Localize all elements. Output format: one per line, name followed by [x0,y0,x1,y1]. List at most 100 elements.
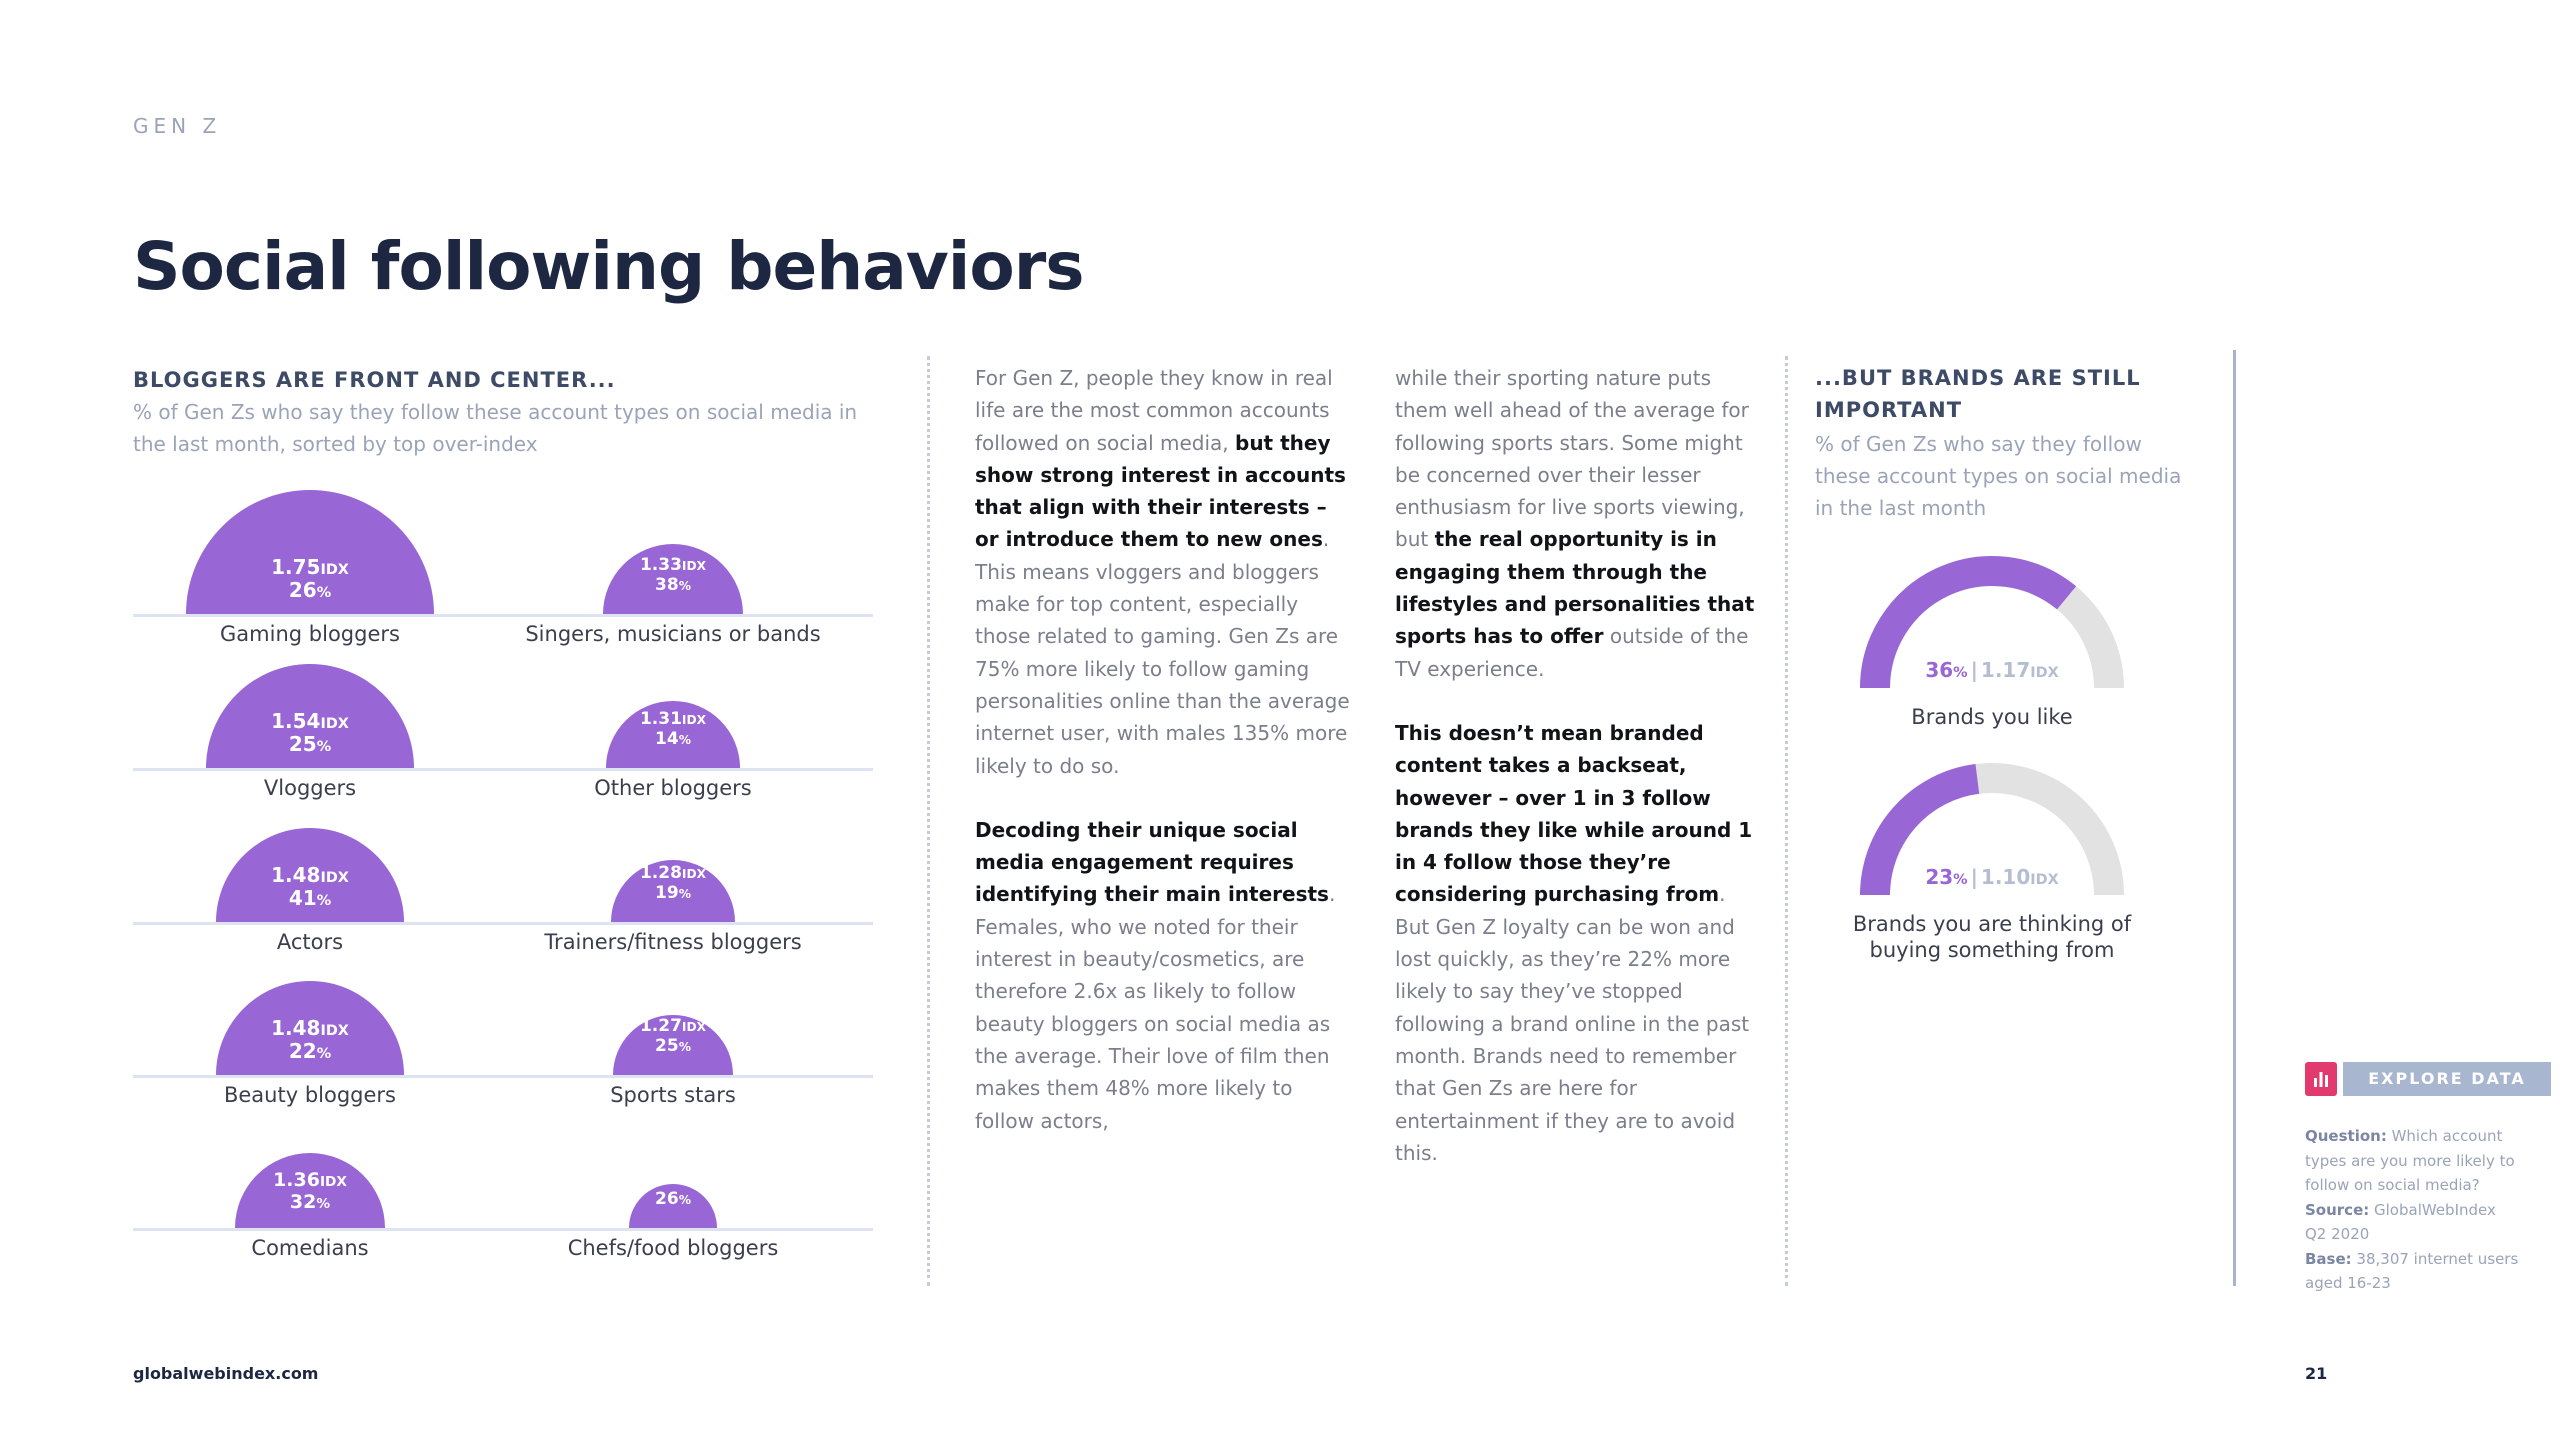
pct-number: 26 [655,1188,679,1209]
gauge-label: Brands you like [1827,704,2157,730]
gauge-label: Brands you are thinking of buying somethi… [1827,911,2157,963]
text-run: For Gen Z, people they know in real life… [975,366,1333,455]
category-label: Other bloggers [594,776,752,800]
gauge-pct: 36 [1925,658,1954,682]
body-column-2: while their sporting nature puts them we… [1395,362,1765,1169]
pct-value: 25% [240,733,380,756]
text-run: outside of the TV experience. [1395,624,1749,681]
pct-value: 38% [603,574,743,596]
category-label: Comedians [251,1236,369,1260]
idx-unit: IDX [320,1023,349,1039]
semicircle-value-label: 1.27IDX 25% [603,1016,743,1057]
pct-unit: % [678,1039,691,1054]
bold-run: Decoding their unique social media engag… [975,817,1329,907]
gauge-chart [1860,556,2124,689]
gauge-separator: | [1970,658,1978,682]
semicircle-value-label: 1.54IDX 25% [240,710,380,756]
source-label: Source: [2305,1200,2370,1219]
right-section-heading-2: IMPORTANT [1815,398,1963,422]
category-label: Actors [276,930,344,954]
gauge-separator: | [1970,865,1978,889]
idx-value: 1.48IDX [240,864,380,887]
question-text: Which account types are you more likely … [2305,1127,2515,1194]
body-column-1: For Gen Z, people they know in real life… [975,362,1355,1137]
source-text: GlobalWebIndex Q2 2020 [2305,1200,2496,1244]
pct-number: 19 [655,882,679,903]
footer-url[interactable]: globalwebindex.com [133,1364,319,1383]
semicircle-value-label: 1.17IDX 26% [603,1169,743,1210]
idx-number: 1.48 [271,863,321,887]
pct-number: 38 [655,574,679,595]
pct-unit: % [678,732,691,747]
gauge-idx-unit: IDX [2030,872,2059,888]
category-label: Beauty bloggers [223,1083,396,1107]
text-run: . But Gen Z loyalty can be won and lost … [1395,882,1750,1165]
gauge-label-line: Brands you like [1911,705,2073,729]
text-run: . Females, who we noted for their intere… [975,882,1336,1133]
pct-number: 25 [288,732,317,756]
left-section-subtitle-1: % of Gen Zs who say they follow these ac… [133,400,858,424]
pct-unit: % [316,1195,331,1212]
body-paragraph-3: while their sporting nature puts them we… [1395,362,1765,685]
gauge-pct-unit: % [1953,665,1968,681]
semicircle-value-label: 1.36IDX 32% [240,1169,380,1214]
semicircle-value-label: 1.33IDX 38% [603,555,743,596]
bold-run: the real opportunity is in engaging them… [1395,527,1755,649]
idx-number: 1.75 [271,555,321,579]
pct-value: 32% [240,1191,380,1214]
pct-number: 14 [655,728,679,749]
pct-unit: % [316,893,332,909]
right-section-sub-3: in the last month [1815,496,1987,520]
column-divider-1 [927,356,930,1286]
idx-unit: IDX [681,1020,707,1034]
text-run: . This means vloggers and bloggers make … [975,527,1350,778]
body-paragraph-1: For Gen Z, people they know in real life… [975,362,1355,782]
idx-unit: IDX [320,716,349,732]
gauge-idx: 1.10 [1980,865,2031,889]
idx-number: 1.31 [639,709,682,729]
idx-number: 1.28 [639,863,682,883]
left-section-heading: BLOGGERS ARE FRONT AND CENTER... [133,368,616,392]
chart-baseline [133,1228,873,1231]
idx-value: 1.31IDX [603,709,743,730]
idx-unit: IDX [319,1174,347,1190]
body-paragraph-2: Decoding their unique social media engag… [975,814,1355,1137]
gauge-value: 23% | 1.10IDX [1902,865,2082,889]
semicircle-value-label: 1.31IDX 14% [603,709,743,750]
page-title: Social following behaviors [133,228,1085,305]
gauge-fill [1860,556,2077,689]
idx-unit: IDX [681,1173,707,1187]
idx-value: 1.54IDX [240,710,380,733]
category-label: Chefs/food bloggers [567,1236,779,1260]
idx-unit: IDX [320,562,349,578]
category-label: Singers, musicians or bands [525,622,821,646]
idx-unit: IDX [320,870,349,886]
pct-unit: % [316,585,332,601]
idx-number: 1.54 [271,709,321,733]
pct-value: 14% [603,728,743,750]
pct-value: 26% [240,579,380,602]
idx-number: 1.33 [639,555,682,575]
idx-unit: IDX [681,867,707,881]
pct-unit: % [316,739,332,755]
gauge-idx-unit: IDX [2030,665,2059,681]
bold-run: but they show strong interest in account… [975,430,1346,552]
gauge-label-line: buying something from [1869,938,2115,962]
body-paragraph-4: This doesn’t mean branded content takes … [1395,717,1765,1169]
idx-value: 1.27IDX [603,1016,743,1037]
section-kicker: GEN Z [133,114,222,138]
idx-number: 1.36 [273,1169,320,1191]
idx-number: 1.48 [271,1016,321,1040]
pct-number: 26 [288,578,317,602]
pct-value: 25% [603,1036,743,1057]
pct-unit: % [316,1046,332,1062]
bar-chart-icon-svg [2314,1072,2328,1087]
idx-value: 1.75IDX [240,556,380,579]
chart-baseline [133,1075,873,1078]
pct-unit: % [678,578,691,593]
semicircle-value-label: 1.48IDX 22% [240,1017,380,1063]
bold-run: This doesn’t mean branded content takes … [1395,720,1753,907]
pct-value: 26% [603,1188,743,1210]
semicircle-value-label: 1.28IDX 19% [603,863,743,903]
explore-data-label[interactable]: EXPLORE DATA [2343,1062,2551,1096]
